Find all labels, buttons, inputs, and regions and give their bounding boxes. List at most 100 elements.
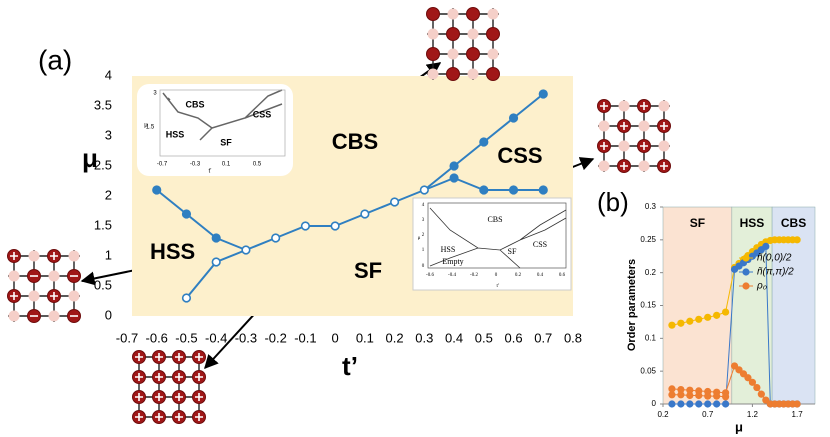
data-point xyxy=(538,185,548,195)
lattice-icon xyxy=(597,99,671,173)
site-sign xyxy=(620,162,628,170)
data-point xyxy=(695,315,703,323)
y-axis-title: Order parameters xyxy=(626,259,638,351)
data-point xyxy=(181,293,192,303)
data-point xyxy=(677,400,685,408)
data-point xyxy=(241,245,251,255)
lattice-site xyxy=(427,68,439,80)
lattice-site xyxy=(486,67,500,81)
y-tick-label: 0.1 xyxy=(645,333,657,342)
data-point xyxy=(762,242,770,250)
site-sign xyxy=(640,102,648,110)
inset-text: -0.6 xyxy=(426,273,434,278)
data-point xyxy=(704,400,712,408)
data-point xyxy=(330,221,340,231)
data-point xyxy=(271,233,281,243)
site-sign xyxy=(195,373,203,381)
inset-text: 0.1 xyxy=(222,162,231,168)
data-point xyxy=(793,236,801,244)
x-tick-label: 0 xyxy=(332,330,339,345)
x-tick-label: 1.2 xyxy=(747,410,759,419)
data-point xyxy=(508,113,519,123)
data-point xyxy=(695,391,703,400)
inset-box xyxy=(412,197,572,291)
x-tick-label: -0.3 xyxy=(235,330,257,345)
inset-text: HSS xyxy=(441,245,456,254)
x-tick-label: 0.6 xyxy=(504,330,522,345)
phase-label: SF xyxy=(354,258,382,283)
site-sign xyxy=(195,353,203,361)
y-tick-label: 4 xyxy=(105,67,112,82)
data-point xyxy=(152,185,162,195)
data-point xyxy=(538,89,548,99)
x-tick-label: 0.3 xyxy=(415,330,433,345)
inset-text: 3 xyxy=(422,218,425,223)
data-point xyxy=(721,308,730,316)
legend-swatch xyxy=(742,268,750,276)
y-tick-label: 1.5 xyxy=(94,217,112,232)
inset-curve xyxy=(429,207,567,269)
phase-label: HSS xyxy=(150,239,195,264)
legend-swatch xyxy=(742,282,750,290)
data-point xyxy=(713,311,721,319)
inset-text: -0.3 xyxy=(190,162,201,168)
data-point xyxy=(713,400,721,408)
lattice-icon xyxy=(426,7,500,81)
inset-text: 0.2 xyxy=(515,273,522,278)
x-tick-label: 0.7 xyxy=(702,410,714,419)
region-label: SF xyxy=(690,216,705,230)
site-sign xyxy=(175,373,183,381)
data-point xyxy=(508,185,519,195)
inset-text: Empty xyxy=(442,257,463,266)
lattice-site xyxy=(68,290,80,302)
site-sign xyxy=(135,393,143,401)
x-tick-label: 0.4 xyxy=(445,330,463,345)
site-sign xyxy=(175,353,183,361)
lattice-site xyxy=(598,120,610,132)
site-sign xyxy=(195,393,203,401)
x-tick-label: -0.7 xyxy=(116,330,138,345)
inset-frame xyxy=(159,89,286,157)
phase-region xyxy=(731,206,773,405)
x-tick-label: 0.2 xyxy=(657,410,669,419)
inset-text: t’ xyxy=(209,169,212,175)
lattice-site xyxy=(638,120,650,132)
data-point xyxy=(748,378,757,386)
data-point xyxy=(211,257,221,267)
inset-text: μ xyxy=(144,123,148,129)
site-sign xyxy=(155,393,163,401)
lattice-site xyxy=(467,68,479,80)
x-tick-label: 0.8 xyxy=(564,330,582,345)
lattice-site xyxy=(487,8,499,20)
lattice-site xyxy=(618,100,630,112)
data-point xyxy=(721,393,730,401)
x-tick-label: -0.6 xyxy=(146,330,168,345)
data-point xyxy=(390,197,400,207)
data-point xyxy=(721,400,730,408)
data-point xyxy=(686,386,694,394)
inset-text: CBS xyxy=(487,215,502,224)
inset-text: 3 xyxy=(153,91,157,97)
data-point xyxy=(449,173,459,183)
data-point xyxy=(360,209,370,219)
legend-label: ñ(π,π)/2 xyxy=(757,267,794,278)
site-sign xyxy=(600,102,608,110)
data-point xyxy=(449,161,459,171)
lattice-site xyxy=(28,250,40,262)
y-tick-label: 0 xyxy=(652,399,657,408)
data-point xyxy=(744,374,752,382)
lattice-site xyxy=(48,310,60,322)
lattice-site xyxy=(446,67,460,81)
legend-swatch xyxy=(742,254,750,262)
legend-label: ñ(0,0)/2 xyxy=(757,253,792,264)
lattice-site xyxy=(447,48,459,60)
inset-box xyxy=(137,84,293,176)
data-point xyxy=(677,391,685,399)
x-tick-label: -0.5 xyxy=(175,330,197,345)
site-sign xyxy=(135,413,143,421)
site-sign xyxy=(10,252,18,260)
lattice-site xyxy=(466,7,480,21)
y-tick-label: 3.5 xyxy=(94,97,112,112)
lattice-icon xyxy=(132,350,206,424)
